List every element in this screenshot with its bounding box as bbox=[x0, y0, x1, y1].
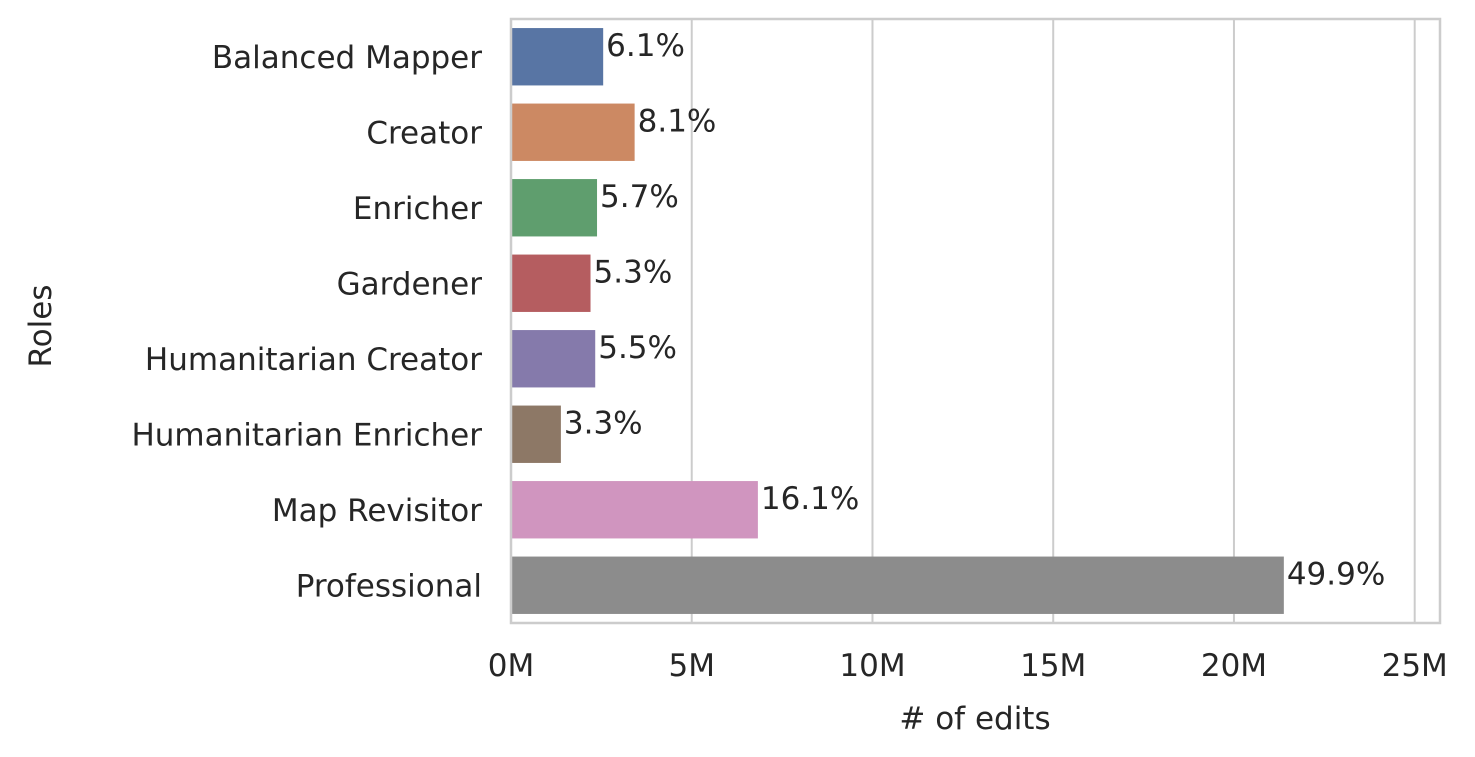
bar bbox=[511, 28, 604, 86]
data-label: 3.3% bbox=[564, 406, 643, 442]
bar bbox=[511, 330, 596, 388]
data-labels: 6.1% 8.1% 5.7% 5.3% 5.5% 3.3% 16.1% 49.9% bbox=[564, 28, 1385, 593]
data-label: 16.1% bbox=[761, 481, 859, 517]
category-label: Gardener bbox=[337, 266, 483, 302]
data-label: 8.1% bbox=[638, 104, 717, 140]
data-label: 6.1% bbox=[606, 28, 685, 64]
category-label: Humanitarian Enricher bbox=[131, 417, 482, 453]
x-tick-label: 15M bbox=[1020, 648, 1086, 684]
category-label: Map Revisitor bbox=[272, 493, 482, 529]
bar bbox=[511, 556, 1284, 614]
plot-frame bbox=[509, 17, 1442, 625]
bar bbox=[511, 481, 758, 539]
y-axis-title: Roles bbox=[23, 285, 59, 368]
data-label: 5.5% bbox=[598, 330, 677, 366]
category-label: Balanced Mapper bbox=[212, 40, 482, 76]
x-axis-ticks: 0M 5M 10M 15M 20M 25M bbox=[488, 648, 1448, 684]
data-label: 49.9% bbox=[1287, 557, 1385, 593]
x-tick-label: 10M bbox=[839, 648, 905, 684]
category-label: Creator bbox=[366, 115, 482, 151]
x-tick-label: 25M bbox=[1382, 648, 1448, 684]
x-tick-label: 0M bbox=[488, 648, 534, 684]
y-axis-categories: Balanced Mapper Creator Enricher Gardener Hu… bbox=[131, 40, 482, 605]
x-axis-title: # of edits bbox=[899, 701, 1050, 737]
grid-lines bbox=[690, 19, 1416, 623]
x-tick-label: 5M bbox=[668, 648, 714, 684]
category-label: Professional bbox=[296, 568, 482, 604]
bar bbox=[511, 254, 591, 312]
data-label: 5.7% bbox=[600, 179, 679, 215]
bars bbox=[511, 28, 1284, 614]
category-label: Enricher bbox=[353, 191, 482, 227]
category-label: Humanitarian Creator bbox=[145, 342, 482, 378]
bar bbox=[511, 103, 635, 161]
x-tick-label: 20M bbox=[1201, 648, 1267, 684]
bar bbox=[511, 405, 561, 463]
data-label: 5.3% bbox=[594, 255, 673, 291]
bar bbox=[511, 179, 598, 237]
